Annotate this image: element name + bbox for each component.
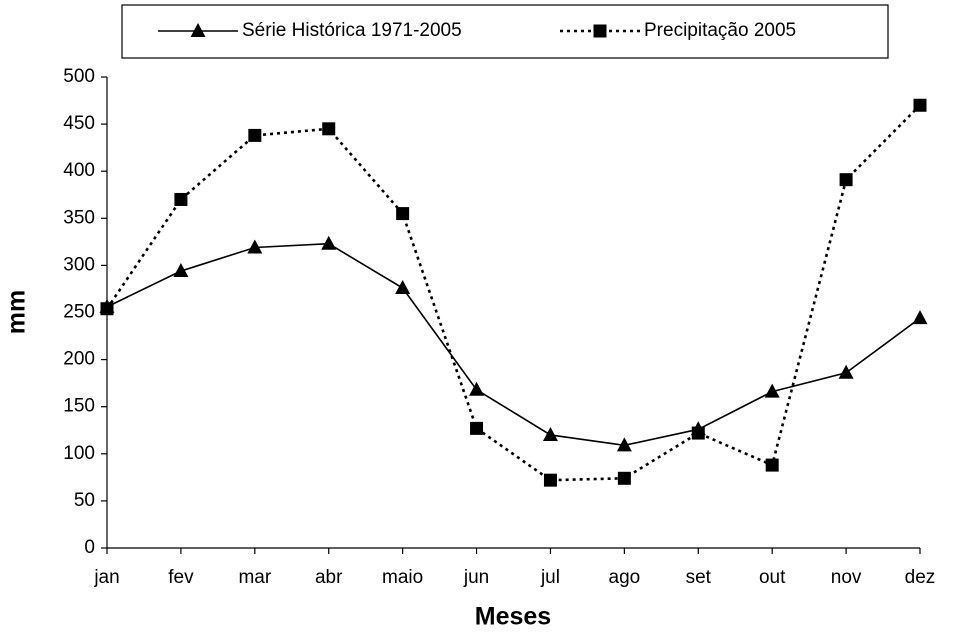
series-line: [106, 242, 921, 447]
data-point: [321, 235, 337, 250]
legend-box: [121, 4, 889, 59]
data-point: [174, 192, 188, 206]
y-tick-label: 150: [63, 396, 95, 417]
x-tick-label: dez: [905, 567, 936, 588]
y-axis-title: mm: [3, 290, 31, 334]
x-tick-label: nov: [831, 567, 862, 588]
x-tick-label: fev: [168, 567, 194, 588]
data-point: [395, 280, 411, 295]
data-point: [322, 122, 336, 136]
y-tick-label: 500: [63, 66, 95, 87]
y-tick-label: 100: [63, 443, 95, 464]
data-point: [470, 421, 484, 435]
data-point: [691, 426, 705, 440]
data-point: [543, 473, 557, 487]
x-tick-label: jun: [463, 567, 489, 588]
x-tick-label: ago: [609, 567, 641, 588]
data-point: [617, 471, 631, 485]
data-point: [173, 263, 189, 278]
data-point: [396, 207, 410, 221]
x-tick-label: out: [759, 567, 786, 588]
x-axis-title: Meses: [475, 603, 551, 631]
data-point: [913, 98, 927, 112]
data-point: [838, 364, 854, 379]
legend-label: Série Histórica 1971-2005: [242, 20, 462, 41]
y-tick-label: 350: [63, 207, 95, 228]
x-tick-label: jan: [93, 567, 119, 588]
data-point: [100, 302, 114, 316]
y-tick-label: 50: [74, 490, 95, 511]
data-point: [616, 437, 632, 452]
legend-marker: [190, 23, 206, 37]
data-point: [542, 426, 558, 441]
x-tick-label: set: [686, 567, 712, 588]
x-tick-label: jul: [540, 567, 560, 588]
y-tick-label: 450: [63, 113, 95, 134]
y-tick-label: 400: [63, 160, 95, 181]
y-tick-label: 200: [63, 349, 95, 370]
data-point: [839, 173, 853, 187]
x-tick-label: maio: [382, 567, 423, 588]
data-point: [247, 239, 263, 254]
y-tick-label: 250: [63, 302, 95, 323]
legend-marker: [593, 24, 607, 38]
data-point: [912, 310, 928, 325]
y-tick-label: 0: [84, 537, 95, 558]
x-tick-label: mar: [238, 567, 271, 588]
legend-label: Precipitação 2005: [644, 20, 796, 41]
data-point: [764, 383, 780, 398]
y-tick-label: 300: [63, 254, 95, 275]
data-point: [248, 128, 262, 142]
series-line: [105, 104, 921, 482]
data-point: [469, 381, 485, 396]
x-tick-label: abr: [315, 567, 343, 588]
data-point: [765, 458, 779, 472]
